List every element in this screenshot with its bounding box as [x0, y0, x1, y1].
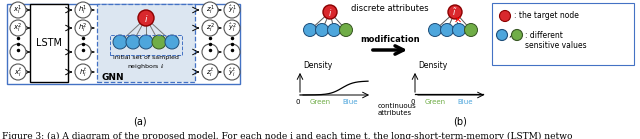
Circle shape — [224, 20, 240, 36]
Circle shape — [339, 23, 353, 37]
Text: $i$: $i$ — [144, 13, 148, 23]
Circle shape — [202, 64, 218, 80]
Text: modification: modification — [360, 35, 420, 44]
Circle shape — [440, 23, 454, 37]
Text: Green: Green — [309, 99, 331, 105]
Circle shape — [224, 2, 240, 18]
Circle shape — [316, 23, 328, 37]
Text: $\hat{y}_i^t$: $\hat{y}_i^t$ — [228, 65, 236, 79]
Text: $\hat{y}_i^1$: $\hat{y}_i^1$ — [228, 3, 236, 17]
Circle shape — [452, 23, 465, 37]
FancyBboxPatch shape — [97, 4, 195, 82]
Circle shape — [328, 23, 340, 37]
Text: initial set of sampled
neighbors $l_i$: initial set of sampled neighbors $l_i$ — [113, 55, 179, 71]
Circle shape — [202, 2, 218, 18]
Circle shape — [202, 44, 218, 60]
Text: $x_i^t$: $x_i^t$ — [13, 65, 22, 79]
Text: GNN: GNN — [102, 73, 125, 81]
Circle shape — [126, 35, 140, 49]
Text: LSTM: LSTM — [36, 38, 62, 48]
Circle shape — [10, 20, 26, 36]
Text: $z_i^2$: $z_i^2$ — [205, 21, 214, 35]
Text: Green: Green — [424, 99, 445, 105]
Circle shape — [224, 44, 240, 60]
Text: $\hat{y}_i^2$: $\hat{y}_i^2$ — [228, 21, 236, 35]
Text: Figure 3: (a) A diagram of the proposed model. For each node i and each time t, : Figure 3: (a) A diagram of the proposed … — [2, 132, 573, 139]
Text: Blue: Blue — [342, 99, 358, 105]
Text: Blue: Blue — [457, 99, 473, 105]
Circle shape — [224, 64, 240, 80]
FancyBboxPatch shape — [30, 4, 68, 82]
Text: (a): (a) — [133, 117, 147, 127]
Circle shape — [152, 35, 166, 49]
Circle shape — [139, 35, 153, 49]
Text: (b): (b) — [453, 117, 467, 127]
Text: $h_i^1$: $h_i^1$ — [78, 3, 88, 17]
Circle shape — [303, 23, 317, 37]
Text: Density: Density — [418, 60, 447, 70]
Circle shape — [75, 44, 91, 60]
Text: ✕: ✕ — [454, 15, 462, 25]
Circle shape — [75, 20, 91, 36]
Text: $\tilde{\imath}$: $\tilde{\imath}$ — [452, 6, 458, 18]
Text: $i$: $i$ — [328, 7, 332, 18]
Circle shape — [138, 10, 154, 26]
Circle shape — [10, 64, 26, 80]
Text: continuous
attributes: continuous attributes — [378, 103, 417, 116]
Text: $x_i^2$: $x_i^2$ — [13, 21, 22, 35]
Text: Density: Density — [303, 60, 332, 70]
Text: $z_i^t$: $z_i^t$ — [206, 65, 214, 79]
Text: ,: , — [508, 30, 511, 39]
FancyBboxPatch shape — [492, 3, 634, 65]
Circle shape — [165, 35, 179, 49]
Circle shape — [448, 5, 462, 19]
Text: : different: : different — [525, 30, 563, 39]
Text: sensitive values: sensitive values — [525, 42, 587, 50]
Text: 0: 0 — [296, 99, 300, 105]
Circle shape — [429, 23, 442, 37]
Circle shape — [75, 2, 91, 18]
Text: $x_i^1$: $x_i^1$ — [13, 3, 22, 17]
Circle shape — [202, 20, 218, 36]
Text: : the target node: : the target node — [514, 12, 579, 20]
Text: 0: 0 — [411, 99, 415, 105]
Text: $h_i^t$: $h_i^t$ — [79, 65, 88, 79]
Circle shape — [323, 5, 337, 19]
Circle shape — [499, 11, 511, 22]
Circle shape — [75, 64, 91, 80]
Text: $z_i^1$: $z_i^1$ — [205, 3, 214, 17]
Text: discrete attributes: discrete attributes — [351, 4, 429, 13]
Circle shape — [511, 29, 522, 40]
Circle shape — [10, 44, 26, 60]
Circle shape — [465, 23, 477, 37]
Circle shape — [113, 35, 127, 49]
Text: $h_i^2$: $h_i^2$ — [78, 21, 88, 35]
Circle shape — [497, 29, 508, 40]
Circle shape — [10, 2, 26, 18]
